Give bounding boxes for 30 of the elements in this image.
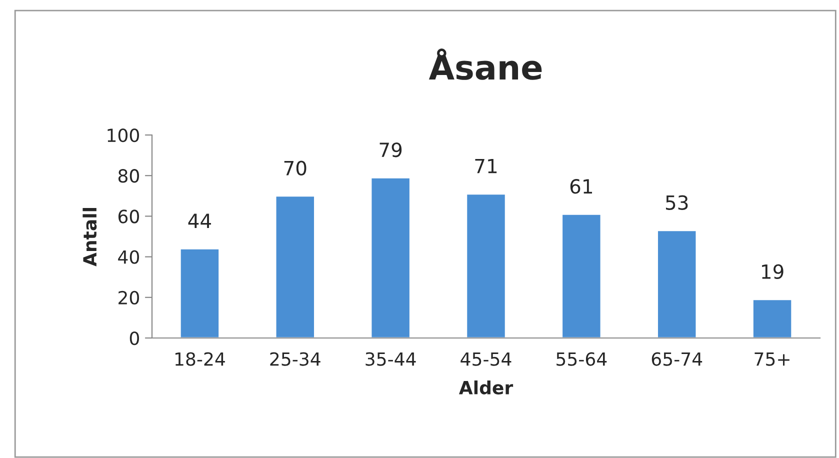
data-label: 19 — [762, 264, 784, 279]
chart-title: Åsane — [428, 48, 542, 80]
y-tick-label: 80 — [118, 169, 139, 183]
x-tick-label: 18-24 — [175, 352, 225, 366]
y-tick-label: 60 — [118, 210, 139, 224]
y-tick-label: 20 — [118, 290, 139, 305]
bar — [752, 298, 793, 338]
bar — [370, 176, 411, 338]
bar — [466, 193, 506, 338]
y-tick-label: 40 — [118, 250, 139, 264]
data-label: 53 — [666, 195, 688, 210]
data-label: 79 — [380, 142, 402, 158]
x-tick-label: 45-54 — [460, 352, 512, 366]
x-axis-title: Alder — [458, 380, 514, 394]
data-label: 44 — [188, 214, 211, 228]
bar — [656, 230, 698, 338]
data-label: 70 — [284, 160, 306, 176]
x-tick-label: 65-74 — [652, 352, 702, 366]
bar — [274, 195, 316, 338]
y-tick-label: 100 — [108, 128, 139, 142]
bar — [179, 248, 220, 338]
data-label: 71 — [475, 158, 497, 174]
bar — [561, 213, 602, 338]
y-tick-label: 0 — [130, 331, 139, 346]
x-tick-label: 75+ — [754, 352, 790, 366]
x-tick-label: 55-64 — [556, 352, 607, 366]
x-tick-label: 35-44 — [366, 352, 416, 366]
data-label: 61 — [570, 179, 592, 194]
x-tick-label: 25-34 — [270, 352, 320, 366]
y-axis-title: Antall — [82, 208, 97, 266]
